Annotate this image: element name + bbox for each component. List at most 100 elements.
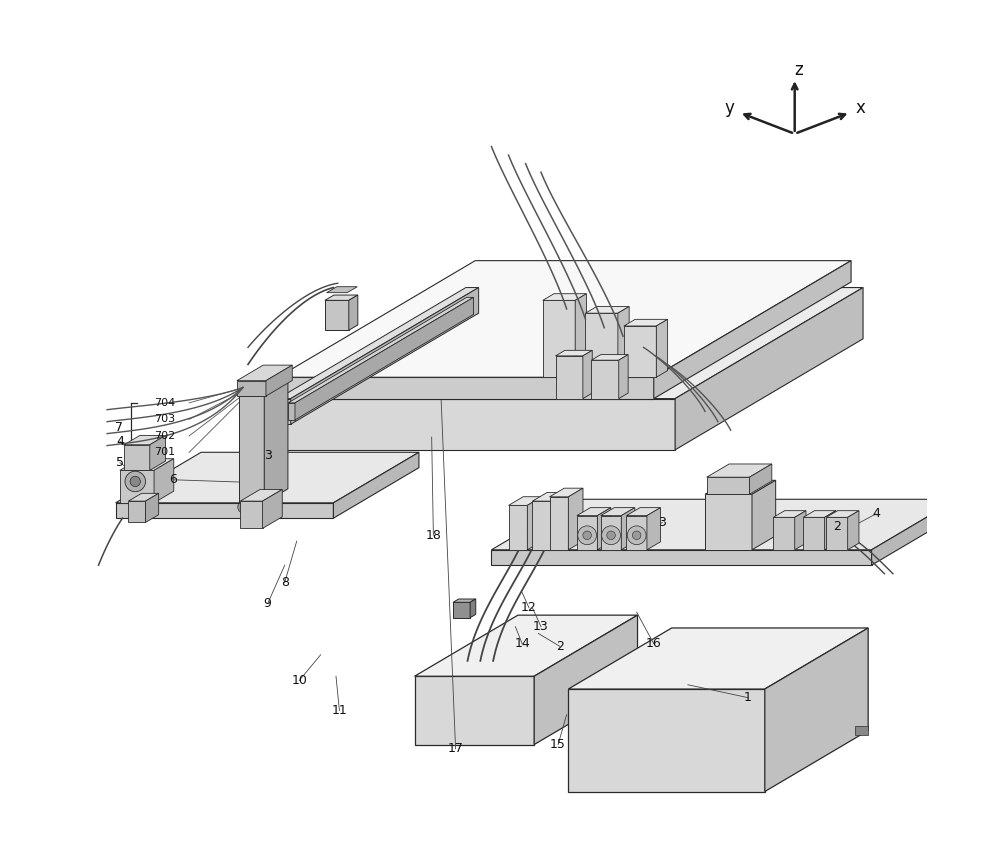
- Polygon shape: [585, 313, 618, 377]
- Polygon shape: [848, 511, 859, 550]
- Polygon shape: [577, 507, 611, 516]
- Polygon shape: [128, 501, 145, 523]
- Polygon shape: [534, 615, 638, 745]
- Polygon shape: [278, 288, 479, 399]
- Text: 4: 4: [116, 434, 124, 448]
- Polygon shape: [150, 435, 166, 470]
- Polygon shape: [707, 464, 772, 477]
- Polygon shape: [527, 497, 542, 550]
- Polygon shape: [543, 300, 575, 377]
- Polygon shape: [556, 356, 583, 399]
- Circle shape: [632, 531, 641, 540]
- Polygon shape: [237, 381, 266, 396]
- Polygon shape: [825, 511, 836, 550]
- Polygon shape: [654, 261, 851, 399]
- Polygon shape: [872, 500, 957, 565]
- Text: 7: 7: [115, 421, 123, 434]
- Text: 2: 2: [833, 520, 841, 533]
- Polygon shape: [795, 511, 806, 550]
- Polygon shape: [491, 550, 872, 565]
- Text: 13: 13: [533, 620, 549, 633]
- Polygon shape: [288, 403, 295, 420]
- Circle shape: [583, 531, 591, 540]
- Polygon shape: [240, 501, 263, 529]
- Polygon shape: [551, 493, 566, 550]
- Polygon shape: [568, 628, 868, 689]
- Circle shape: [238, 501, 250, 513]
- Text: 18: 18: [425, 529, 441, 542]
- Polygon shape: [154, 458, 174, 503]
- Polygon shape: [120, 470, 154, 503]
- Text: 703: 703: [155, 415, 176, 424]
- Polygon shape: [550, 488, 583, 497]
- Polygon shape: [624, 320, 668, 326]
- Polygon shape: [675, 288, 863, 450]
- Polygon shape: [263, 489, 282, 529]
- Text: 2: 2: [556, 640, 564, 653]
- Polygon shape: [116, 503, 333, 518]
- Text: 1: 1: [744, 691, 752, 704]
- Polygon shape: [333, 452, 419, 518]
- Polygon shape: [597, 507, 611, 550]
- Polygon shape: [550, 497, 568, 550]
- Polygon shape: [765, 628, 868, 792]
- Circle shape: [578, 526, 597, 545]
- Polygon shape: [278, 377, 654, 399]
- Polygon shape: [577, 516, 597, 550]
- Text: 9: 9: [264, 597, 272, 610]
- Polygon shape: [626, 516, 647, 550]
- Polygon shape: [264, 382, 288, 503]
- Polygon shape: [591, 355, 628, 360]
- Circle shape: [140, 501, 151, 513]
- Text: y: y: [724, 99, 734, 117]
- Polygon shape: [568, 488, 583, 550]
- Polygon shape: [327, 287, 357, 293]
- Polygon shape: [295, 297, 474, 420]
- Text: 14: 14: [514, 638, 530, 650]
- Text: 3: 3: [658, 516, 666, 529]
- Text: 3: 3: [264, 449, 272, 462]
- Polygon shape: [453, 599, 476, 602]
- Polygon shape: [415, 615, 638, 676]
- Polygon shape: [749, 464, 772, 494]
- Text: 702: 702: [155, 431, 176, 440]
- Text: 17: 17: [448, 742, 464, 755]
- Polygon shape: [656, 320, 668, 377]
- Polygon shape: [647, 507, 660, 550]
- Polygon shape: [621, 507, 635, 550]
- Polygon shape: [239, 396, 264, 503]
- Polygon shape: [543, 294, 586, 300]
- Polygon shape: [619, 355, 628, 399]
- Text: 15: 15: [550, 738, 566, 751]
- Polygon shape: [826, 518, 848, 550]
- Circle shape: [125, 471, 145, 492]
- Polygon shape: [124, 445, 150, 470]
- Polygon shape: [803, 511, 836, 518]
- Polygon shape: [325, 295, 358, 300]
- Polygon shape: [415, 676, 534, 745]
- Polygon shape: [532, 493, 566, 501]
- Text: 12: 12: [521, 602, 537, 614]
- Text: 6: 6: [169, 473, 177, 486]
- Polygon shape: [601, 516, 621, 550]
- Polygon shape: [128, 494, 159, 501]
- Bar: [855, 726, 868, 734]
- Polygon shape: [601, 507, 635, 516]
- Polygon shape: [583, 351, 592, 399]
- Text: 10: 10: [291, 674, 307, 687]
- Polygon shape: [453, 602, 470, 618]
- Polygon shape: [257, 399, 675, 450]
- Polygon shape: [237, 365, 292, 381]
- Polygon shape: [116, 452, 419, 503]
- Polygon shape: [266, 365, 292, 396]
- Text: 701: 701: [155, 447, 176, 458]
- Polygon shape: [509, 497, 542, 506]
- Polygon shape: [349, 295, 358, 330]
- Polygon shape: [120, 458, 174, 470]
- Polygon shape: [707, 477, 749, 494]
- Circle shape: [607, 531, 615, 540]
- Text: 4: 4: [872, 507, 880, 520]
- Polygon shape: [826, 511, 859, 518]
- Polygon shape: [591, 360, 619, 399]
- Circle shape: [627, 526, 646, 545]
